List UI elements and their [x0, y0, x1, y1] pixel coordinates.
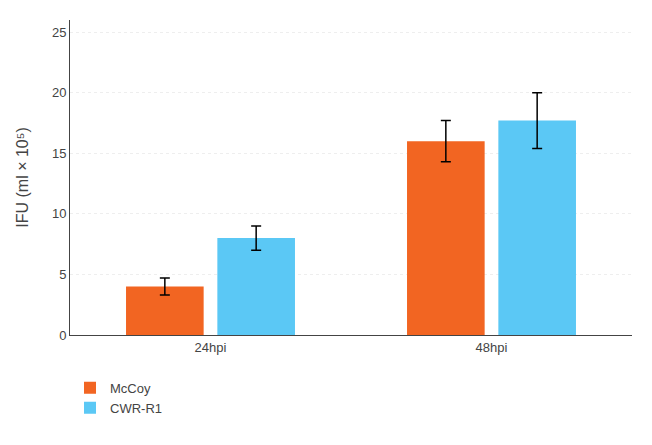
svg-text:IFU (ml × 10⁵): IFU (ml × 10⁵): [14, 127, 31, 227]
svg-text:0: 0: [59, 328, 66, 343]
svg-text:25: 25: [52, 25, 66, 40]
svg-text:McCoy: McCoy: [110, 381, 151, 396]
svg-text:24hpi: 24hpi: [195, 340, 227, 355]
svg-text:CWR-R1: CWR-R1: [110, 401, 162, 416]
svg-text:48hpi: 48hpi: [476, 340, 508, 355]
svg-text:15: 15: [52, 146, 66, 161]
svg-text:5: 5: [59, 267, 66, 282]
svg-text:10: 10: [52, 206, 66, 221]
svg-text:20: 20: [52, 85, 66, 100]
